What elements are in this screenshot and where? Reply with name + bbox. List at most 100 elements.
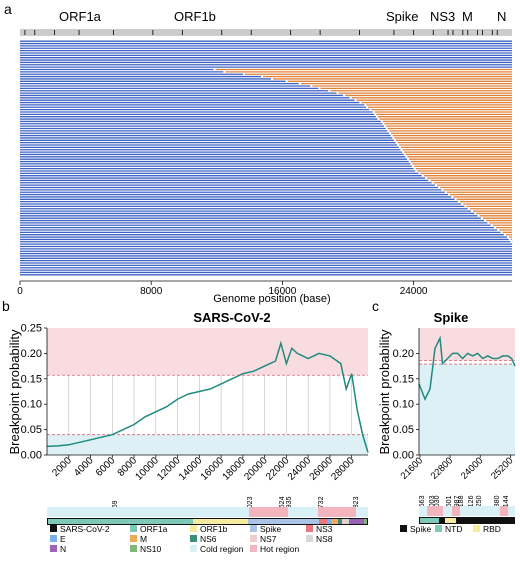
legend-swatch bbox=[250, 535, 257, 542]
genome-bar bbox=[20, 29, 512, 36]
gene-segment bbox=[342, 519, 345, 524]
x-tick-label: 6000 bbox=[94, 455, 118, 479]
panel-a-mosaic: ORF1a ORF1b Spike NS3 M N 0 8000 16000 2400… bbox=[17, 9, 513, 305]
breakpoint-marker-label: 26732 bbox=[318, 496, 325, 516]
x-tick-label: 16000 bbox=[268, 286, 296, 297]
legend: Spike NTD RBD bbox=[400, 524, 501, 534]
y-tick-label: 0.00 bbox=[393, 450, 414, 462]
legend-swatch bbox=[130, 535, 137, 542]
x-tick-label: 28000 bbox=[329, 455, 357, 483]
legend-swatch bbox=[50, 535, 57, 542]
y-axis-label: Breakpoint probability bbox=[7, 329, 22, 455]
panel-letter-a: a bbox=[4, 1, 12, 17]
legend-swatch bbox=[306, 535, 313, 542]
gene-segment bbox=[48, 519, 193, 524]
legend-swatch bbox=[250, 525, 257, 532]
cold-region-band bbox=[47, 507, 368, 517]
x-axis-label: Genome position (base) bbox=[213, 293, 330, 305]
x-tick-label: 26000 bbox=[308, 455, 336, 483]
y-tick-label: 0.15 bbox=[21, 373, 42, 385]
breakpoint-marker-label: 21624 bbox=[279, 496, 286, 516]
x-tick-label: 20000 bbox=[242, 455, 270, 483]
breakpoint-marker-label: 22003 bbox=[429, 495, 436, 515]
y-tick-label: 0.20 bbox=[21, 348, 42, 360]
legend-label: NTD bbox=[445, 524, 462, 534]
legend-swatch bbox=[190, 535, 197, 542]
legend-swatch bbox=[473, 525, 480, 532]
breakpoint-marker-label: 21563 bbox=[419, 495, 426, 515]
x-tick-label: 18000 bbox=[221, 455, 249, 483]
hot-region-band bbox=[500, 506, 508, 516]
x-tick-label: 24000 bbox=[400, 286, 428, 297]
legend-swatch bbox=[190, 525, 197, 532]
panel-letter-c: c bbox=[372, 298, 379, 314]
gene-segment bbox=[331, 519, 338, 524]
legend-label: N bbox=[60, 544, 66, 554]
x-tick-label: 24000 bbox=[286, 455, 314, 483]
breakpoint-marker-label: 21935 bbox=[286, 496, 293, 516]
x-tick-label: 8000 bbox=[140, 286, 163, 297]
y-tick-label: 0.15 bbox=[393, 373, 414, 385]
legend-label: RBD bbox=[483, 524, 501, 534]
gene-segment bbox=[193, 519, 248, 524]
breakpoint-marker-label: 23188 bbox=[458, 495, 465, 515]
hot-region-band bbox=[249, 507, 288, 517]
x-tick-label: 0 bbox=[17, 286, 23, 297]
legend-swatch bbox=[190, 545, 197, 552]
cold-region bbox=[47, 434, 368, 455]
hot-region-band bbox=[318, 507, 356, 517]
breakpoint-marker-label: 28823 bbox=[353, 496, 360, 516]
y-tick-label: 0.05 bbox=[393, 424, 414, 436]
breakpoint-marker-label: 22030 bbox=[434, 495, 441, 515]
y-tick-label: 0.00 bbox=[21, 450, 42, 462]
panel-c-chart: Spike Breakpoint probability 0.00 0.05 0.1… bbox=[377, 310, 516, 534]
legend-label: E bbox=[60, 534, 66, 544]
x-tick-label: 14000 bbox=[177, 455, 205, 483]
rbd-segment bbox=[445, 518, 456, 523]
legend-swatch bbox=[130, 545, 137, 552]
y-tick-label: 0.20 bbox=[393, 348, 414, 360]
gene-segment bbox=[327, 519, 331, 524]
legend-label: NS6 bbox=[200, 534, 217, 544]
y-tick-label: 0.05 bbox=[21, 424, 42, 436]
hot-region-band bbox=[427, 506, 443, 516]
legend-label: Hot region bbox=[260, 544, 299, 554]
series-line bbox=[46, 340, 369, 453]
hot-region bbox=[47, 328, 368, 376]
gene-segment bbox=[338, 519, 342, 524]
gene-segment bbox=[319, 519, 327, 524]
gene-segment bbox=[345, 519, 349, 524]
legend-swatch bbox=[250, 545, 257, 552]
gene-label-orf1a: ORF1a bbox=[59, 9, 102, 24]
x-tick-label: 4000 bbox=[72, 455, 96, 479]
legend-label: SARS-CoV-2 bbox=[60, 524, 110, 534]
legend-swatch bbox=[400, 525, 407, 532]
legend: SARS-CoV-2 ORF1a ORF1b Spike NS3 E M NS6 NS7 NS8 N… bbox=[50, 524, 333, 554]
chart-title: Spike bbox=[434, 310, 469, 325]
legend-swatch bbox=[50, 525, 57, 532]
legend-label: ORF1a bbox=[140, 524, 168, 534]
legend-swatch bbox=[306, 525, 313, 532]
legend-label: NS8 bbox=[316, 534, 333, 544]
spike-bar bbox=[419, 517, 515, 524]
x-tick-label: 22000 bbox=[264, 455, 292, 483]
gene-segment bbox=[248, 519, 319, 524]
gene-segment bbox=[364, 519, 367, 524]
legend-label: Spike bbox=[410, 524, 432, 534]
legend-swatch bbox=[435, 525, 442, 532]
gene-label-m: M bbox=[462, 9, 473, 24]
x-tick-label: 12000 bbox=[155, 455, 183, 483]
gene-segment bbox=[349, 519, 364, 524]
hot-region-band bbox=[452, 506, 460, 516]
x-tick-label: 10000 bbox=[133, 455, 161, 483]
x-tick-label: 25200 bbox=[489, 455, 515, 481]
genome-track: 265691902321624219352673228823 bbox=[47, 496, 368, 525]
legend-swatch bbox=[130, 525, 137, 532]
legend-swatch bbox=[50, 545, 57, 552]
mosaic-rows bbox=[20, 40, 513, 276]
breakpoint-marker-label: 23987 bbox=[454, 495, 461, 515]
x-axis-ticks: 0 8000 16000 24000 bbox=[17, 281, 428, 297]
x-tick-label: 2000 bbox=[50, 455, 74, 479]
